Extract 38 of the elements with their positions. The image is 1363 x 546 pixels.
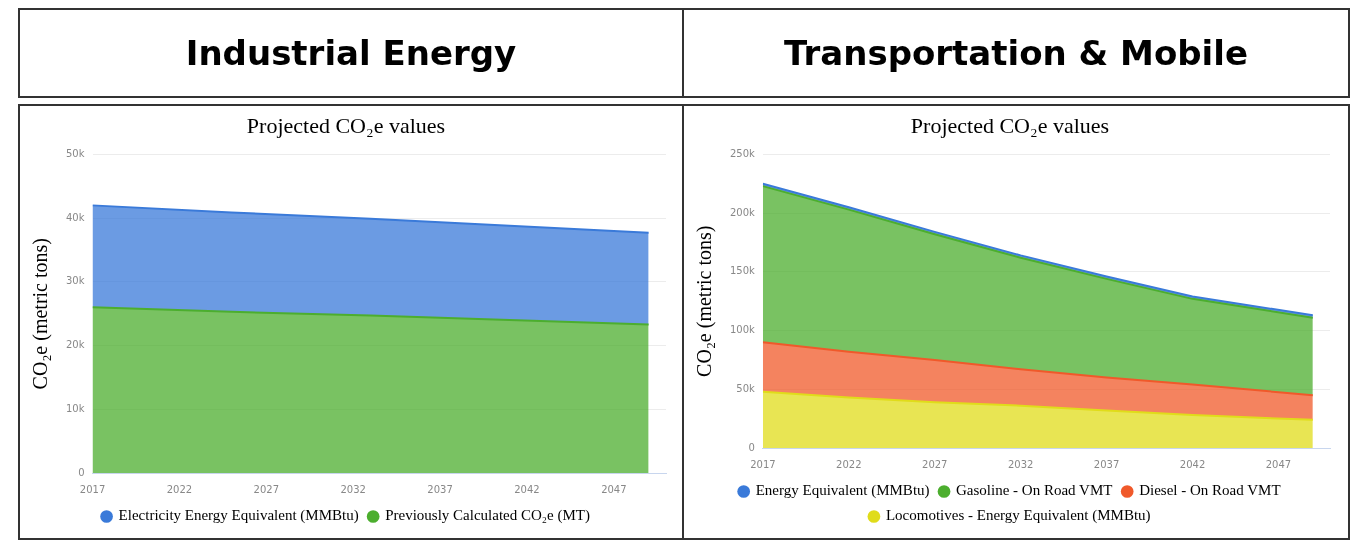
y-axis-title: CO₂e (metric tons)	[29, 238, 53, 390]
x-tick-label: 2022	[166, 483, 193, 495]
y-axis-title: CO₂e (metric tons)	[693, 225, 717, 377]
legend-label: Diesel - On Road VMT	[1139, 482, 1281, 499]
x-tick-label: 2022	[836, 458, 862, 470]
chart-subtitle: Projected CO₂e values	[246, 112, 446, 138]
chart-title: Industrial Energy	[18, 8, 684, 98]
y-tick-label: 250k	[729, 147, 756, 159]
y-tick-label: 100k	[729, 324, 756, 336]
legend-label: Locomotives - Energy Equivalent (MMBtu)	[885, 507, 1151, 525]
chart-title: Transportation & Mobile	[684, 8, 1350, 98]
y-tick-label: 0	[748, 441, 755, 453]
x-tick-label: 2032	[340, 483, 366, 495]
legend-label: Energy Equivalent (MMBtu)	[755, 482, 930, 500]
y-tick-label: 40k	[66, 211, 85, 223]
x-tick-label: 2047	[1265, 458, 1292, 470]
x-tick-label: 2037	[427, 483, 453, 495]
x-tick-label: 2017	[750, 458, 776, 470]
x-tick-label: 2017	[79, 483, 106, 495]
x-tick-label: 2042	[1179, 458, 1206, 470]
y-tick-label: 20k	[66, 339, 85, 351]
y-tick-label: 200k	[729, 206, 756, 218]
legend-label: Gasoline - On Road VMT	[956, 482, 1113, 499]
legend-label: Previously Calculated CO₂e (MT)	[385, 507, 590, 525]
y-tick-label: 10k	[66, 402, 85, 414]
x-tick-label: 2027	[922, 458, 948, 470]
y-tick-label: 30k	[66, 275, 85, 287]
legend-label: Electricity Energy Equivalent (MMBtu)	[118, 507, 359, 525]
chart-subtitle: Projected CO₂e values	[910, 112, 1110, 138]
y-tick-label: 150k	[729, 265, 756, 277]
x-tick-label: 2047	[601, 483, 627, 495]
y-tick-label: 0	[78, 466, 85, 478]
y-tick-label: 50k	[736, 382, 756, 394]
x-tick-label: 2037	[1093, 458, 1120, 470]
x-tick-label: 2042	[514, 483, 540, 495]
y-tick-label: 50k	[66, 147, 85, 159]
x-tick-label: 2027	[253, 483, 280, 495]
x-tick-label: 2032	[1007, 458, 1034, 470]
